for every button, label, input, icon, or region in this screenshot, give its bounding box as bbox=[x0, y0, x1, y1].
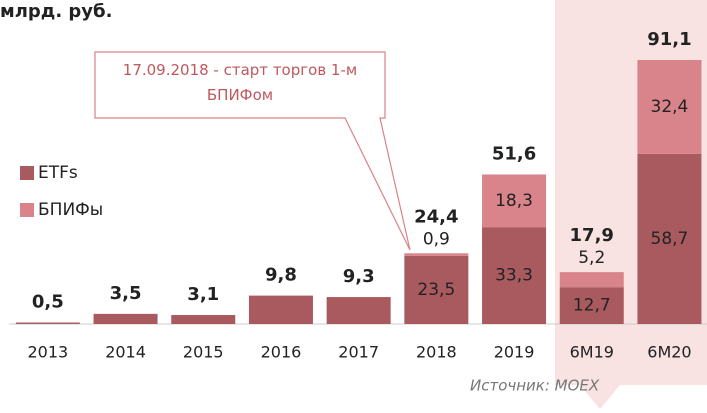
annotation: 17.09.2018 - старт торгов 1-м БПИФом bbox=[122, 61, 358, 104]
x-tick-label: 2018 bbox=[416, 343, 457, 362]
bar-segment bbox=[482, 227, 547, 324]
segment-label: 18,3 bbox=[495, 191, 533, 211]
legend-swatch bbox=[20, 166, 34, 180]
x-tick-label: 2016 bbox=[261, 343, 302, 362]
bar-segment bbox=[404, 253, 469, 256]
bar-segment bbox=[326, 297, 391, 324]
bar-segment bbox=[637, 153, 702, 324]
total-label: 3,1 bbox=[187, 284, 219, 305]
total-label: 9,3 bbox=[343, 266, 375, 287]
total-label: 0,5 bbox=[32, 292, 64, 313]
x-tick-label: 2017 bbox=[338, 343, 379, 362]
x-tick-label: 2013 bbox=[27, 343, 68, 362]
bar-segment bbox=[248, 295, 313, 324]
source: Источник: MOEX bbox=[470, 377, 600, 395]
total-label: 51,6 bbox=[492, 143, 536, 164]
x-tick-label: 6M20 bbox=[647, 343, 691, 362]
bar-segment bbox=[404, 255, 469, 324]
legend-label: БПИФы bbox=[38, 200, 103, 220]
segment-label: 32,4 bbox=[651, 97, 689, 117]
total-label: 3,5 bbox=[110, 283, 142, 304]
total-label: 91,1 bbox=[647, 29, 691, 50]
x-tick-label: 2019 bbox=[494, 343, 535, 362]
bar-segment bbox=[482, 174, 547, 228]
segment-label: 33,3 bbox=[495, 266, 533, 286]
annotation-callout bbox=[94, 51, 411, 251]
x-tick-label: 2015 bbox=[183, 343, 224, 362]
bar-segment bbox=[93, 313, 158, 324]
bar-segment bbox=[637, 60, 702, 154]
x-tick-label: 2014 bbox=[105, 343, 146, 362]
x-tick-label: 6M19 bbox=[570, 343, 614, 362]
bar-segment bbox=[559, 287, 624, 324]
bar-segment bbox=[15, 322, 80, 324]
legend-label: ETFs bbox=[38, 163, 78, 183]
legend-swatch bbox=[20, 203, 34, 217]
segment-label: 58,7 bbox=[651, 229, 689, 249]
total-label: 9,8 bbox=[265, 265, 297, 286]
bar-segment bbox=[559, 272, 624, 288]
segment-label: 12,7 bbox=[573, 296, 611, 316]
segment-label: 5,2 bbox=[578, 248, 605, 268]
total-label: 24,4 bbox=[414, 206, 458, 227]
chart-title: млрд. руб. bbox=[0, 1, 112, 22]
total-label: 17,9 bbox=[570, 225, 614, 246]
bar-segment bbox=[171, 315, 236, 324]
segment-label: 0,9 bbox=[423, 229, 450, 249]
segment-label: 23,5 bbox=[417, 280, 455, 300]
annotation-box: 17.09.2018 - старт торгов 1-м БПИФом bbox=[122, 61, 358, 104]
